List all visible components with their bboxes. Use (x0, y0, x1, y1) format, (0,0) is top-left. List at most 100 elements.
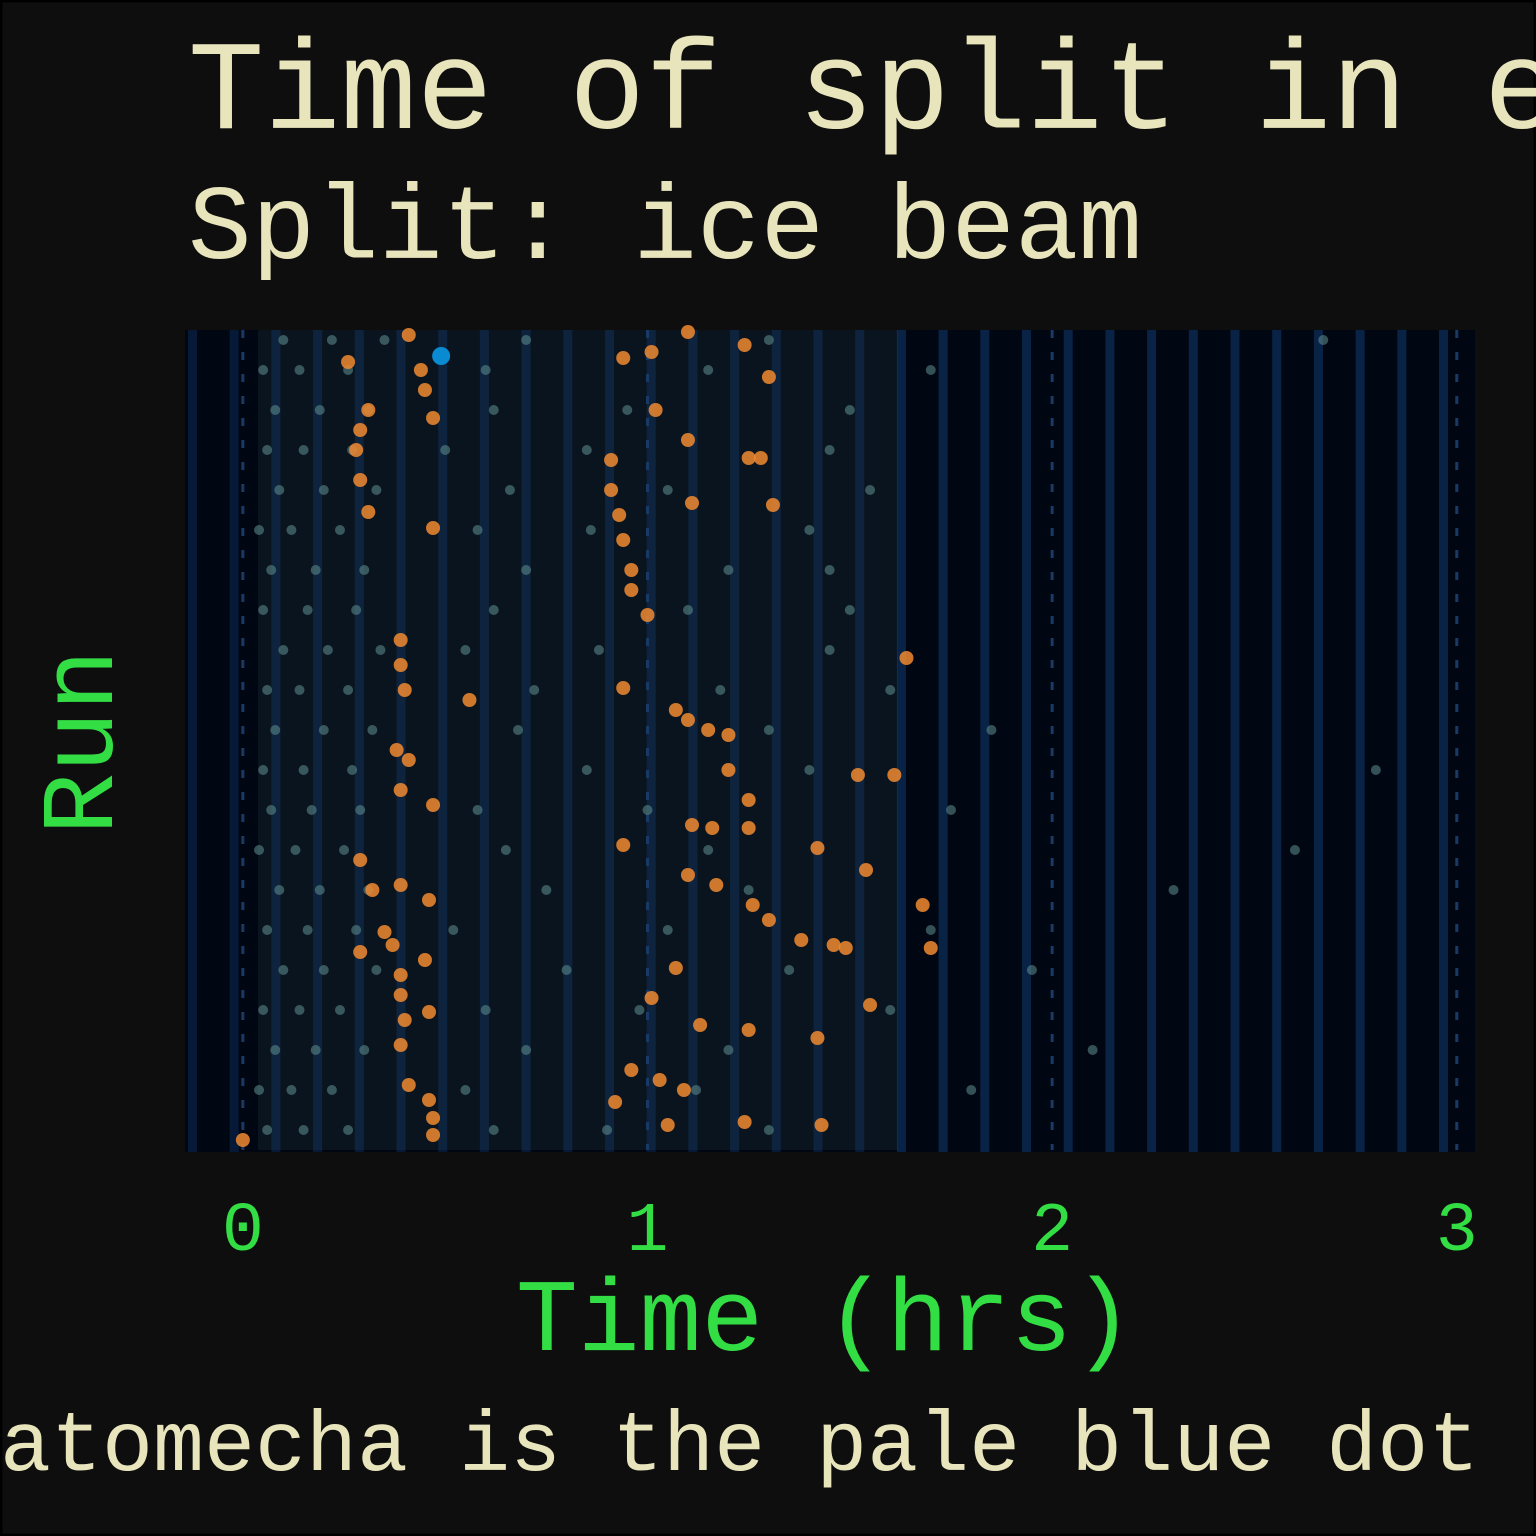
point (385, 938, 400, 952)
point (460, 645, 471, 655)
point (925, 925, 936, 935)
stripe (1313, 330, 1323, 1152)
point (417, 383, 432, 397)
point (440, 445, 451, 455)
point (367, 725, 378, 735)
point (561, 965, 572, 975)
point (648, 403, 663, 417)
point (334, 525, 345, 535)
point (804, 525, 815, 535)
point (500, 845, 511, 855)
point (262, 925, 273, 935)
stripe (1230, 330, 1240, 1152)
point (302, 605, 313, 615)
stripe (1147, 330, 1157, 1152)
point (761, 370, 776, 384)
point (682, 605, 693, 615)
point (347, 765, 358, 775)
point (737, 1115, 752, 1129)
point (258, 1005, 269, 1015)
point (741, 793, 756, 807)
point (371, 485, 382, 495)
point (814, 1118, 829, 1132)
stripe (1063, 330, 1073, 1152)
point (426, 798, 441, 812)
point (608, 1095, 623, 1109)
point (804, 765, 815, 775)
point (676, 1083, 691, 1097)
point (393, 1038, 408, 1052)
point (616, 838, 631, 852)
point (278, 335, 289, 345)
point (513, 725, 524, 735)
point (612, 508, 627, 522)
point (343, 1125, 354, 1135)
point (462, 693, 477, 707)
stripe (855, 330, 865, 1152)
point (604, 483, 619, 497)
point (314, 885, 325, 895)
point (844, 605, 855, 615)
point (371, 965, 382, 975)
point (701, 723, 716, 737)
point (753, 451, 768, 465)
point (810, 841, 825, 855)
stripe (563, 330, 573, 1152)
point (685, 818, 700, 832)
point (662, 485, 673, 495)
point (349, 443, 364, 457)
stripe (896, 330, 906, 1152)
point (262, 685, 273, 695)
point (339, 845, 350, 855)
point (393, 783, 408, 797)
point (1026, 965, 1037, 975)
point (634, 1005, 645, 1015)
point (838, 941, 853, 955)
point (887, 768, 902, 782)
point (365, 883, 380, 897)
point (334, 1005, 345, 1015)
point (302, 925, 313, 935)
point (986, 725, 997, 735)
point (585, 525, 596, 535)
point (644, 991, 659, 1005)
stripe (646, 330, 656, 1152)
point (262, 445, 273, 455)
point (393, 968, 408, 982)
point (640, 608, 655, 622)
point (353, 473, 368, 487)
stripe (1355, 330, 1365, 1152)
point (426, 1128, 441, 1142)
point (622, 405, 633, 415)
stripe (1188, 330, 1198, 1152)
point (306, 805, 317, 815)
point (480, 1005, 491, 1015)
point (765, 498, 780, 512)
stripe (188, 330, 197, 1152)
point (318, 725, 329, 735)
point (375, 645, 386, 655)
stripe (1397, 330, 1407, 1152)
point (602, 1125, 613, 1135)
point (593, 645, 604, 655)
x-tick-label: 0 (222, 1193, 264, 1272)
y-axis-label: Run (26, 649, 143, 834)
stripe (1272, 330, 1282, 1152)
point (298, 1125, 309, 1135)
point (859, 863, 874, 877)
point (741, 1023, 756, 1037)
point (642, 805, 653, 815)
point (235, 1133, 250, 1147)
point (326, 335, 337, 345)
point (488, 1125, 499, 1135)
point (794, 933, 809, 947)
point (343, 685, 354, 695)
point (274, 485, 285, 495)
point (426, 411, 441, 425)
point (379, 335, 390, 345)
point (270, 1045, 281, 1055)
point (426, 1111, 441, 1125)
point (521, 1045, 532, 1055)
point (310, 565, 321, 575)
